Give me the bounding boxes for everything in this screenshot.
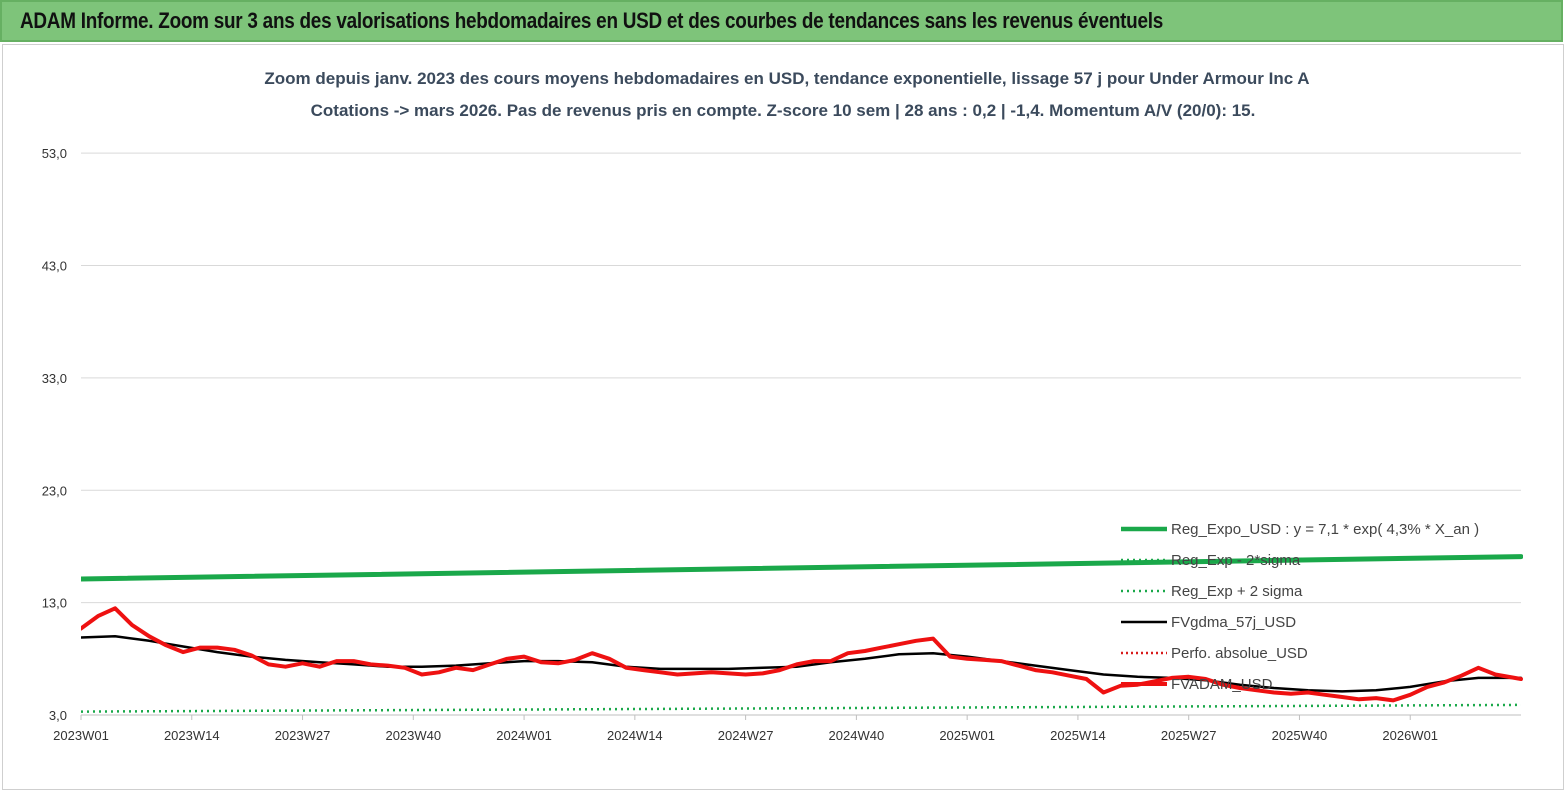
legend-label: Reg_Exp + 2 sigma [1171, 583, 1303, 600]
x-tick-label: 2023W01 [53, 728, 109, 743]
x-tick-label: 2023W14 [164, 728, 220, 743]
y-tick-label: 33,0 [42, 371, 67, 386]
y-tick-label: 3,0 [49, 708, 67, 723]
series-line-1 [81, 554, 1523, 582]
series-line-4 [81, 635, 1523, 693]
x-tick-label: 2024W01 [496, 728, 552, 743]
legend-label: Perfo. absolue_USD [1171, 645, 1308, 662]
chart-area: Zoom depuis janv. 2023 des cours moyens … [2, 44, 1564, 790]
y-tick-label: 43,0 [42, 259, 67, 274]
y-tick-label: 53,0 [42, 146, 67, 161]
y-axis-ticks: 3,0 13,0 23,0 33,0 43,0 53,0 [42, 146, 67, 723]
gridlines [81, 152, 1521, 716]
legend-label: FVADAM_USD [1171, 676, 1273, 693]
chart-subtitle: Cotations -> mars 2026. Pas de revenus p… [311, 101, 1256, 120]
legend-label: Reg_Expo_USD : y = 7,1 * exp( 4,3% * X_a… [1171, 521, 1479, 538]
banner-title: ADAM Informe. Zoom sur 3 ans des valoris… [20, 8, 1164, 33]
y-tick-label: 13,0 [42, 596, 67, 611]
x-tick-label: 2026W01 [1382, 728, 1438, 743]
line-chart: Zoom depuis janv. 2023 des cours moyens … [42, 69, 1523, 743]
chart-title: Zoom depuis janv. 2023 des cours moyens … [264, 69, 1309, 88]
series-lines [81, 554, 1523, 713]
x-tick-label: 2025W01 [939, 728, 995, 743]
x-tick-label: 2023W40 [385, 728, 441, 743]
legend: Reg_Expo_USD : y = 7,1 * exp( 4,3% * X_a… [1121, 521, 1479, 693]
legend-label: FVgdma_57j_USD [1171, 614, 1296, 631]
series-line-6 [81, 606, 1523, 703]
series-line-2 [81, 703, 1522, 713]
legend-label: Reg_Exp - 2*sigma [1171, 552, 1301, 569]
x-tick-label: 2025W27 [1161, 728, 1217, 743]
report-banner: ADAM Informe. Zoom sur 3 ans des valoris… [0, 0, 1563, 42]
x-axis-ticks: 2023W01 2023W14 2023W27 2023W40 2024W01 2024W… [53, 715, 1438, 743]
x-tick-label: 2023W27 [275, 728, 331, 743]
x-tick-label: 2024W14 [607, 728, 663, 743]
x-tick-label: 2025W40 [1272, 728, 1328, 743]
x-tick-label: 2024W40 [829, 728, 885, 743]
x-tick-label: 2024W27 [718, 728, 774, 743]
x-tick-label: 2025W14 [1050, 728, 1106, 743]
y-tick-label: 23,0 [42, 483, 67, 498]
